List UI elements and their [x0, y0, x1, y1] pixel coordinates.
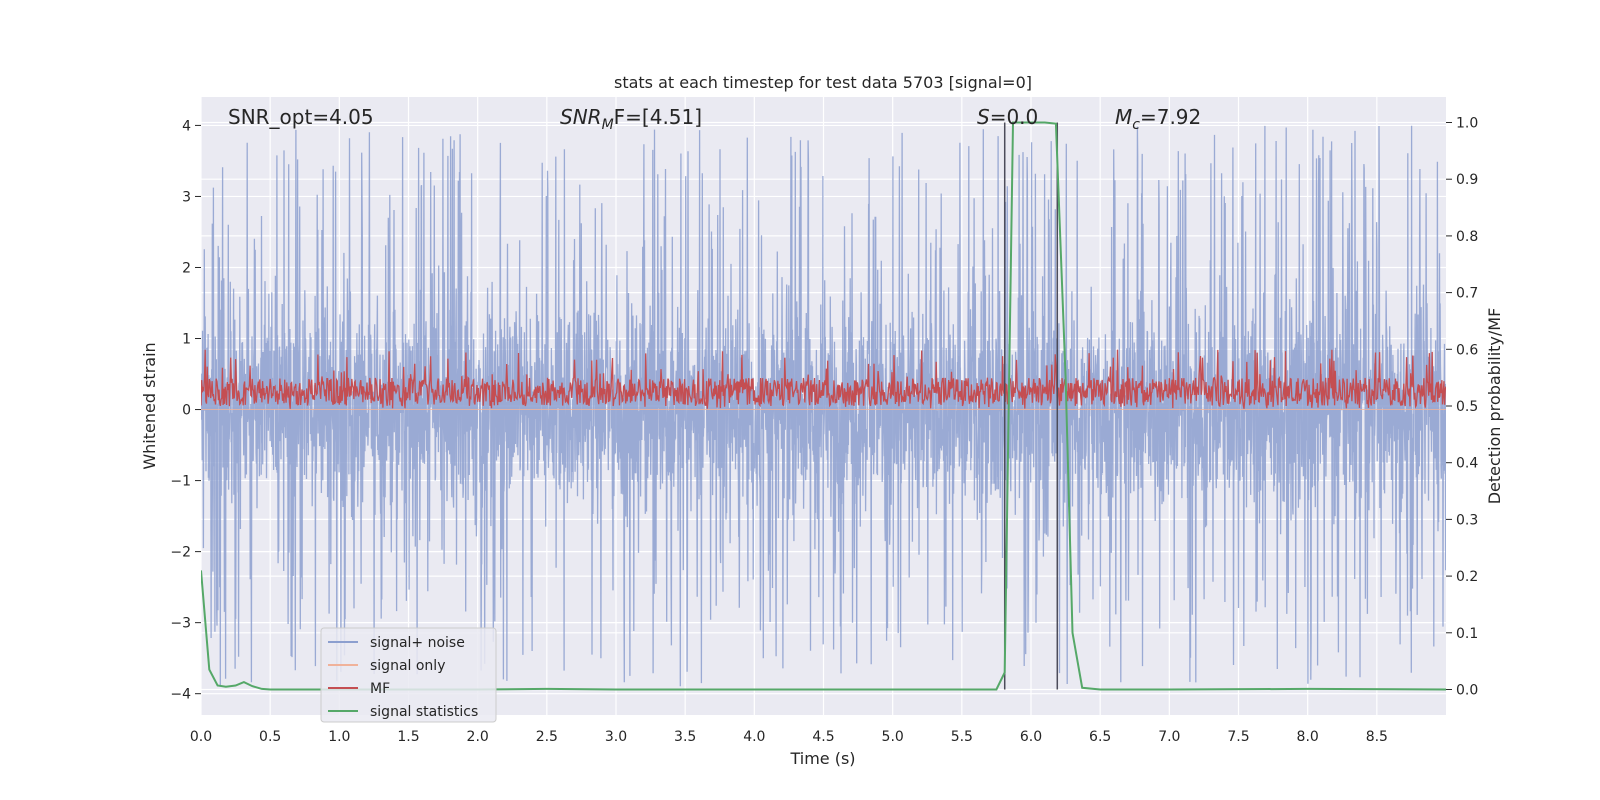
y-tick-label: 1 — [182, 332, 191, 348]
x-tick-label: 2.5 — [536, 729, 558, 745]
y-axis-ticks: 4 3 2 1 0 −1 −2 −3 −4 — [170, 118, 201, 703]
y2-tick-label: 0.8 — [1456, 229, 1478, 245]
x-tick-label: 8.5 — [1366, 729, 1388, 745]
signal-statistics-trace — [201, 121, 1446, 691]
y-tick-label: −2 — [170, 545, 191, 561]
y2-tick-label: 0.9 — [1456, 172, 1478, 188]
x-tick-label: 4.0 — [743, 729, 765, 745]
x-tick-label: 4.5 — [812, 729, 834, 745]
y2-tick-label: 0.1 — [1456, 626, 1478, 642]
y2-tick-label: 0.2 — [1456, 569, 1478, 585]
x-tick-label: 5.0 — [882, 729, 904, 745]
y-tick-label: 3 — [182, 189, 191, 205]
y-tick-label: −4 — [170, 687, 191, 703]
y-tick-label: −1 — [170, 474, 191, 490]
mf-trace — [201, 349, 1446, 409]
mc-sub: c — [1132, 117, 1140, 133]
x-tick-label: 3.0 — [605, 729, 627, 745]
y-tick-label: 0 — [182, 403, 191, 419]
snr-mf-main: SNR — [560, 105, 602, 129]
y2-tick-label: 0.6 — [1456, 342, 1478, 358]
legend-items: signal+ noise signal only MF signal statist… — [328, 635, 478, 720]
x-tick-label: 3.5 — [674, 729, 696, 745]
x-tick-label: 0.5 — [259, 729, 281, 745]
x-axis-ticks: 0.0 0.5 1.0 1.5 2.0 2.5 3.0 3.5 4.0 4.5 5.0 5.5 6.0 6… — [190, 729, 1388, 745]
x-tick-label: 5.5 — [951, 729, 973, 745]
y-axis-label: Whitened strain — [140, 342, 159, 469]
snr-mf-rest: F=[4.51] — [614, 105, 702, 129]
legend: signal+ noise signal only MF signal statist… — [320, 627, 497, 723]
signal-noise-trace — [201, 125, 1446, 687]
annotation-mc: Mc=7.92 — [1115, 105, 1201, 133]
x-tick-label: 7.0 — [1158, 729, 1180, 745]
annotation-s: S=0.0 — [977, 105, 1038, 129]
annotation-snr-mf: SNRMF=[4.51] — [560, 105, 702, 133]
mc-rest: =7.92 — [1140, 105, 1201, 129]
y2-tick-label: 0.5 — [1456, 399, 1478, 415]
x-tick-label: 6.5 — [1089, 729, 1111, 745]
x-tick-label: 6.0 — [1020, 729, 1042, 745]
legend-label: MF — [370, 681, 390, 697]
legend-label: signal only — [370, 658, 445, 674]
legend-box — [320, 627, 497, 723]
y2-axis-ticks: 1.0 0.9 0.8 0.7 0.6 0.5 0.4 0.3 0.2 0.1 0.0 — [1446, 116, 1478, 698]
mc-main: M — [1115, 105, 1132, 129]
s-main: S — [977, 105, 990, 129]
y-tick-label: 4 — [182, 118, 191, 134]
x-tick-label: 2.0 — [467, 729, 489, 745]
x-tick-label: 1.5 — [397, 729, 419, 745]
y2-tick-label: 1.0 — [1456, 116, 1478, 132]
snr-mf-sub: M — [602, 117, 614, 133]
x-tick-label: 0.0 — [190, 729, 212, 745]
y2-axis-label: Detection probability/MF — [1485, 308, 1504, 505]
y2-tick-label: 0.4 — [1456, 456, 1478, 472]
legend-label: signal statistics — [370, 704, 478, 720]
s-rest: =0.0 — [990, 105, 1039, 129]
x-tick-label: 7.5 — [1227, 729, 1249, 745]
y-tick-label: −3 — [170, 616, 191, 632]
x-tick-label: 8.0 — [1297, 729, 1319, 745]
annotation-snr-opt: SNR_opt=4.05 — [228, 105, 374, 129]
y2-tick-label: 0.0 — [1456, 682, 1478, 698]
legend-label: signal+ noise — [370, 635, 465, 651]
y2-tick-label: 0.7 — [1456, 286, 1478, 302]
traces — [201, 121, 1446, 691]
y2-tick-label: 0.3 — [1456, 512, 1478, 528]
chart-title: stats at each timestep for test data 570… — [614, 73, 1032, 92]
y-tick-label: 2 — [182, 260, 191, 276]
x-axis-label: Time (s) — [789, 749, 855, 768]
x-tick-label: 1.0 — [328, 729, 350, 745]
